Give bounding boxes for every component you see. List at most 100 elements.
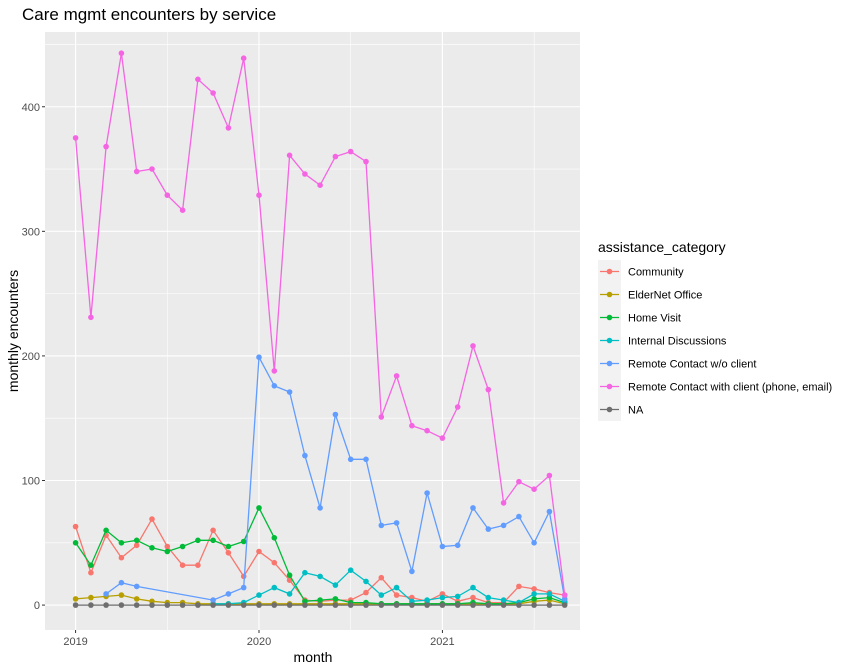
- data-point: [439, 435, 446, 441]
- data-point: [546, 472, 553, 479]
- data-point: [88, 602, 94, 608]
- data-point: [516, 583, 522, 590]
- data-point: [256, 592, 262, 598]
- legend-label: Community: [628, 267, 684, 279]
- data-point: [454, 593, 461, 600]
- data-point: [470, 505, 476, 511]
- data-point: [470, 584, 476, 591]
- data-point: [149, 166, 155, 172]
- data-point: [118, 50, 125, 56]
- data-point: [118, 602, 125, 608]
- data-point: [332, 153, 339, 160]
- y-tick-label: 300: [22, 226, 40, 238]
- x-tick-label: 2020: [247, 636, 271, 648]
- data-point: [485, 602, 492, 608]
- data-point: [470, 594, 476, 601]
- data-point: [409, 422, 415, 429]
- data-point: [546, 591, 553, 597]
- data-point: [179, 562, 186, 568]
- data-point: [378, 592, 385, 598]
- data-point: [103, 591, 109, 597]
- data-point: [393, 584, 400, 591]
- data-point: [103, 602, 109, 608]
- series-4: [103, 354, 568, 603]
- legend-item: Community: [598, 260, 684, 283]
- data-point: [149, 516, 155, 522]
- data-point: [256, 505, 262, 511]
- data-point: [363, 456, 369, 463]
- data-point: [439, 543, 446, 550]
- data-point: [561, 592, 568, 598]
- data-point: [363, 589, 369, 596]
- data-point: [546, 602, 553, 608]
- series-6: [72, 602, 568, 608]
- data-point: [500, 602, 507, 608]
- data-point: [409, 568, 415, 575]
- data-point: [439, 594, 446, 601]
- data-point: [424, 490, 430, 496]
- data-point: [302, 171, 308, 177]
- data-point: [240, 538, 247, 545]
- chart-title: Care mgmt encounters by service: [22, 5, 276, 24]
- data-point: [118, 592, 125, 598]
- data-point: [133, 596, 140, 602]
- data-point: [393, 373, 400, 379]
- data-point: [302, 602, 308, 608]
- data-point: [179, 602, 186, 608]
- data-point: [378, 522, 385, 529]
- data-point: [500, 500, 507, 506]
- data-point: [317, 505, 323, 511]
- data-point: [546, 508, 553, 515]
- data-point: [363, 158, 369, 165]
- y-tick-label: 400: [22, 102, 40, 114]
- y-tick-label: 200: [22, 351, 40, 363]
- y-tick-label: 0: [34, 600, 40, 612]
- data-point: [516, 513, 522, 520]
- data-point: [317, 602, 323, 608]
- data-point: [378, 574, 385, 581]
- data-point: [470, 343, 476, 349]
- data-point: [133, 168, 140, 175]
- data-point: [317, 182, 323, 188]
- data-point: [164, 543, 171, 550]
- data-point: [561, 602, 568, 608]
- y-axis-title: monthly encounters: [5, 270, 21, 392]
- data-point: [225, 125, 232, 131]
- data-point: [133, 602, 140, 608]
- data-point: [225, 550, 232, 556]
- data-point: [164, 602, 171, 608]
- data-point: [485, 386, 492, 393]
- legend-key-point: [606, 406, 613, 413]
- data-point: [271, 368, 278, 374]
- data-point: [133, 537, 140, 544]
- data-point: [378, 602, 385, 608]
- data-point: [256, 354, 262, 361]
- data-point: [88, 562, 94, 568]
- legend-item: ElderNet Office: [598, 283, 702, 306]
- legend-key-point: [606, 291, 613, 298]
- legend-key-point: [606, 360, 613, 367]
- legend-label: Home Visit: [628, 313, 681, 325]
- data-point: [363, 602, 369, 608]
- data-point: [393, 602, 400, 608]
- legend-label: Remote Contact with client (phone, email…: [628, 382, 832, 394]
- y-axis: 0 100 200 300 400: [22, 102, 45, 612]
- data-point: [271, 535, 278, 541]
- data-point: [118, 554, 125, 561]
- x-tick-label: 2021: [430, 636, 454, 648]
- legend-key-point: [606, 337, 613, 344]
- data-point: [286, 389, 293, 395]
- data-point: [439, 602, 446, 608]
- legend-items: Community ElderNet Office Home Visit Intern…: [598, 260, 832, 421]
- data-point: [500, 597, 507, 603]
- data-point: [240, 55, 247, 61]
- data-point: [332, 602, 339, 608]
- data-point: [470, 602, 476, 608]
- data-point: [72, 602, 79, 608]
- data-point: [332, 596, 339, 602]
- data-point: [225, 591, 232, 597]
- data-point: [103, 143, 109, 150]
- x-axis-title: month: [294, 649, 333, 665]
- data-point: [531, 540, 537, 546]
- data-point: [500, 522, 507, 529]
